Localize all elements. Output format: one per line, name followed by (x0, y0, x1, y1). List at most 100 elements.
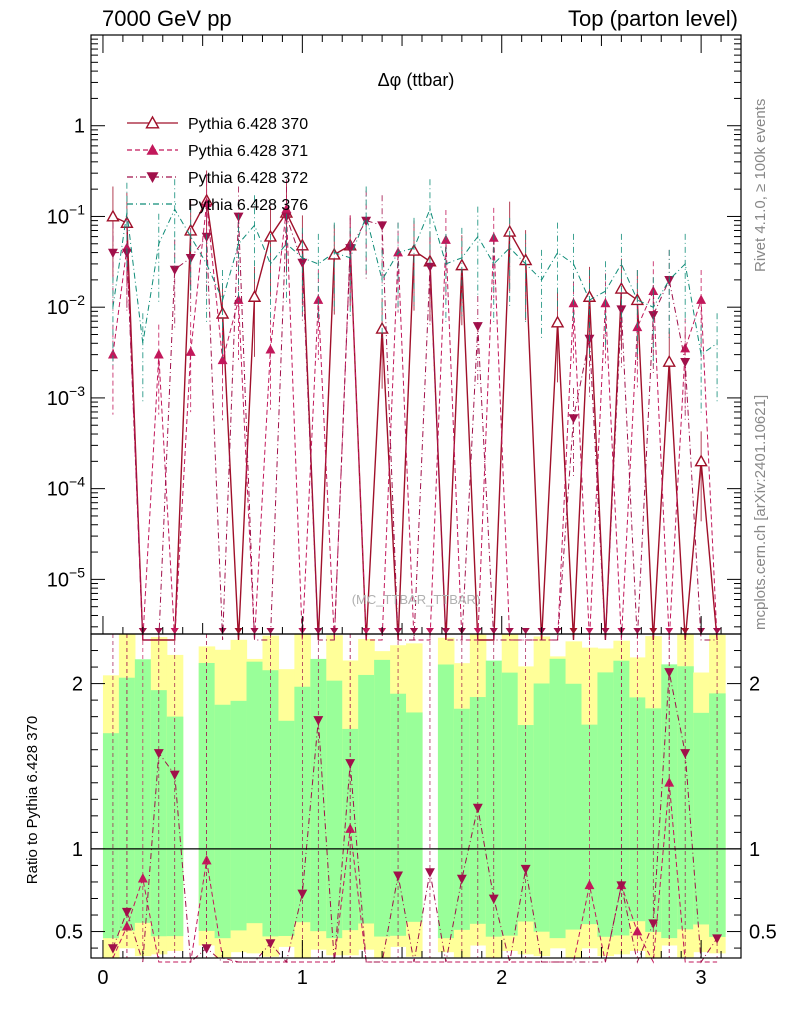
series-layer (106, 170, 722, 641)
series-3-floor-marker (601, 628, 610, 634)
series-3-floor-marker (410, 628, 419, 634)
y-tick-label: 1 (74, 116, 85, 138)
series-3-point (648, 311, 659, 321)
ratio-point (456, 874, 467, 885)
ratio-tick-label-left: 0.5 (55, 922, 83, 944)
ratio-point (616, 881, 627, 891)
series-2-point (185, 346, 196, 356)
legend-label-3: Pythia 6.428 372 (188, 170, 308, 187)
series-2-floor-marker (170, 628, 179, 634)
ratio-point (472, 803, 483, 814)
ratio-point (153, 749, 164, 759)
series-3-point (425, 262, 435, 273)
ratio-point (712, 934, 723, 944)
band-green-bin (374, 659, 391, 937)
series-2-point (201, 197, 212, 208)
series-1-floor-marker (681, 628, 690, 634)
series-2-floor-marker (665, 628, 674, 634)
series-1-point (694, 454, 708, 467)
series-3-floor-marker (713, 628, 722, 634)
ratio-line-1 (112, 782, 718, 964)
series-2-floor-marker (425, 628, 434, 634)
series-3-point (616, 305, 627, 315)
series-2-point (281, 203, 292, 214)
ratio-point (313, 716, 324, 726)
band-green-bin (406, 712, 423, 922)
ratio-tick-label-left: 2 (72, 674, 83, 696)
legend-label-2: Pythia 6.428 371 (188, 143, 308, 160)
band-green-bin (597, 672, 614, 937)
series-3-floor-marker (633, 628, 642, 634)
series-1-point (407, 243, 421, 256)
band-green-bin (390, 693, 407, 936)
legend-marker-3 (146, 172, 159, 183)
band-green-bin (278, 720, 295, 936)
series-3-point (361, 216, 372, 227)
series-1-point (106, 209, 120, 222)
series-2-point (107, 349, 118, 359)
ratio-point (520, 864, 531, 875)
series-1-floor-marker (234, 628, 243, 634)
band-green-bin (565, 683, 583, 930)
ratio-point (632, 926, 643, 936)
ratio-series-layer (91, 634, 741, 964)
ratio-point (121, 907, 132, 918)
series-3-floor-marker (553, 628, 562, 634)
series-line-4 (112, 207, 718, 356)
ratio-point (121, 921, 132, 931)
band-green-bin (102, 733, 120, 939)
band-green-bin (693, 712, 710, 925)
band-green-bin (230, 700, 248, 931)
ratio-point (393, 871, 404, 881)
x-tick-label: 0 (97, 967, 108, 989)
ratio-tick-label-right: 2 (749, 674, 760, 696)
series-3-point (107, 248, 118, 259)
ratio-line-2 (112, 671, 718, 964)
band-green-bin (246, 661, 264, 924)
y-tick-label: 10−1 (47, 201, 85, 228)
ratio-point (201, 944, 212, 954)
chart-title: Δφ (ttbar) (378, 70, 455, 90)
series-3-floor-marker (521, 628, 530, 634)
series-3-point (680, 357, 691, 368)
band-green-bin (549, 658, 567, 939)
series-1-point (662, 354, 676, 367)
series-1-floor-marker (649, 628, 658, 634)
ratio-tick-label-right: 0.5 (749, 922, 777, 944)
series-3-floor-marker (394, 628, 403, 634)
ratio-point (169, 770, 180, 781)
ratio-point (345, 823, 356, 833)
y-tick-label: 10−4 (47, 474, 85, 501)
series-3-floor-marker (330, 628, 339, 634)
series-line-3 (112, 216, 718, 641)
series-3-point (377, 221, 388, 231)
series-1-point (550, 315, 565, 328)
ratio-point (345, 759, 356, 769)
y-tick-label: 10−2 (47, 292, 85, 319)
band-green-bin (150, 690, 168, 937)
band-green-bin (437, 664, 455, 939)
analysis-watermark: (MC_TTBAR_TTBAR) (352, 592, 481, 607)
series-3-point (169, 265, 180, 276)
legend-label-4: Pythia 6.428 376 (188, 197, 308, 214)
band-green-bin (358, 674, 375, 924)
ratio-point (648, 919, 659, 929)
ratio-point (680, 749, 691, 759)
series-1-point (247, 289, 262, 302)
ratio-point (137, 873, 148, 883)
ratio-uncertainty-bands (102, 634, 726, 958)
y-tick-label: 10−3 (47, 383, 85, 410)
band-green-bin (326, 680, 343, 939)
ratio-point (425, 868, 435, 878)
series-3-floor-marker (489, 628, 498, 634)
ratio-point (664, 668, 675, 678)
legend-marker-2 (146, 144, 159, 155)
series-3-floor-marker (505, 628, 514, 634)
header-process-label: Top (parton level) (568, 6, 738, 31)
series-3-point (568, 414, 579, 424)
series-2-floor-marker (585, 628, 594, 634)
ratio-point (107, 944, 118, 954)
series-2-point (233, 294, 244, 304)
series-3-point (345, 244, 356, 254)
